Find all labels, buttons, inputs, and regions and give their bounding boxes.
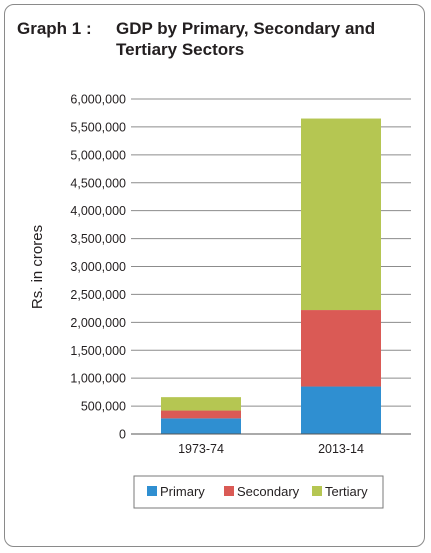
x-tick-label: 2013-14 [318, 442, 364, 456]
legend-swatch-tertiary [312, 486, 322, 496]
bar-segment-primary-1 [301, 386, 381, 434]
y-tick-labels: 0 500,000 1,000,000 1,500,000 2,000,000 2,500… [70, 93, 126, 442]
y-tick-label: 4,000,000 [70, 204, 126, 218]
y-tick-label: 3,000,000 [70, 260, 126, 274]
legend-label-secondary: Secondary [237, 484, 300, 499]
y-tick-label: 500,000 [81, 400, 126, 414]
y-tick-label: 1,500,000 [70, 344, 126, 358]
legend: Primary Secondary Tertiary [133, 475, 384, 509]
y-tick-label: 6,000,000 [70, 93, 126, 107]
y-tick-label: 0 [119, 428, 126, 442]
x-tick-label: 1973-74 [178, 442, 224, 456]
y-tick-label: 5,000,000 [70, 148, 126, 162]
y-tick-label: 2,000,000 [70, 316, 126, 330]
legend-swatch-secondary [224, 486, 234, 496]
bar-segment-secondary-1 [301, 310, 381, 387]
bar-segment-tertiary-0 [161, 397, 241, 411]
bar-segment-secondary-0 [161, 410, 241, 419]
bar-segment-primary-0 [161, 418, 241, 434]
y-tick-label: 2,500,000 [70, 288, 126, 302]
y-tick-label: 5,500,000 [70, 120, 126, 134]
y-axis-label: Rs. in crores [29, 225, 46, 309]
legend-label-primary: Primary [160, 484, 205, 499]
legend-box [133, 475, 384, 509]
y-tick-label: 4,500,000 [70, 176, 126, 190]
chart-title-prefix: Graph 1 : [17, 19, 92, 38]
x-tick-labels: 1973-74 2013-14 [178, 442, 364, 456]
legend-label-tertiary: Tertiary [325, 484, 368, 499]
y-tick-label: 1,000,000 [70, 372, 126, 386]
legend-swatch-primary [147, 486, 157, 496]
bars [161, 118, 381, 434]
chart-title-text: GDP by Primary, Secondary and Tertiary S… [116, 19, 376, 59]
y-tick-label: 3,500,000 [70, 232, 126, 246]
bar-segment-tertiary-1 [301, 118, 381, 311]
